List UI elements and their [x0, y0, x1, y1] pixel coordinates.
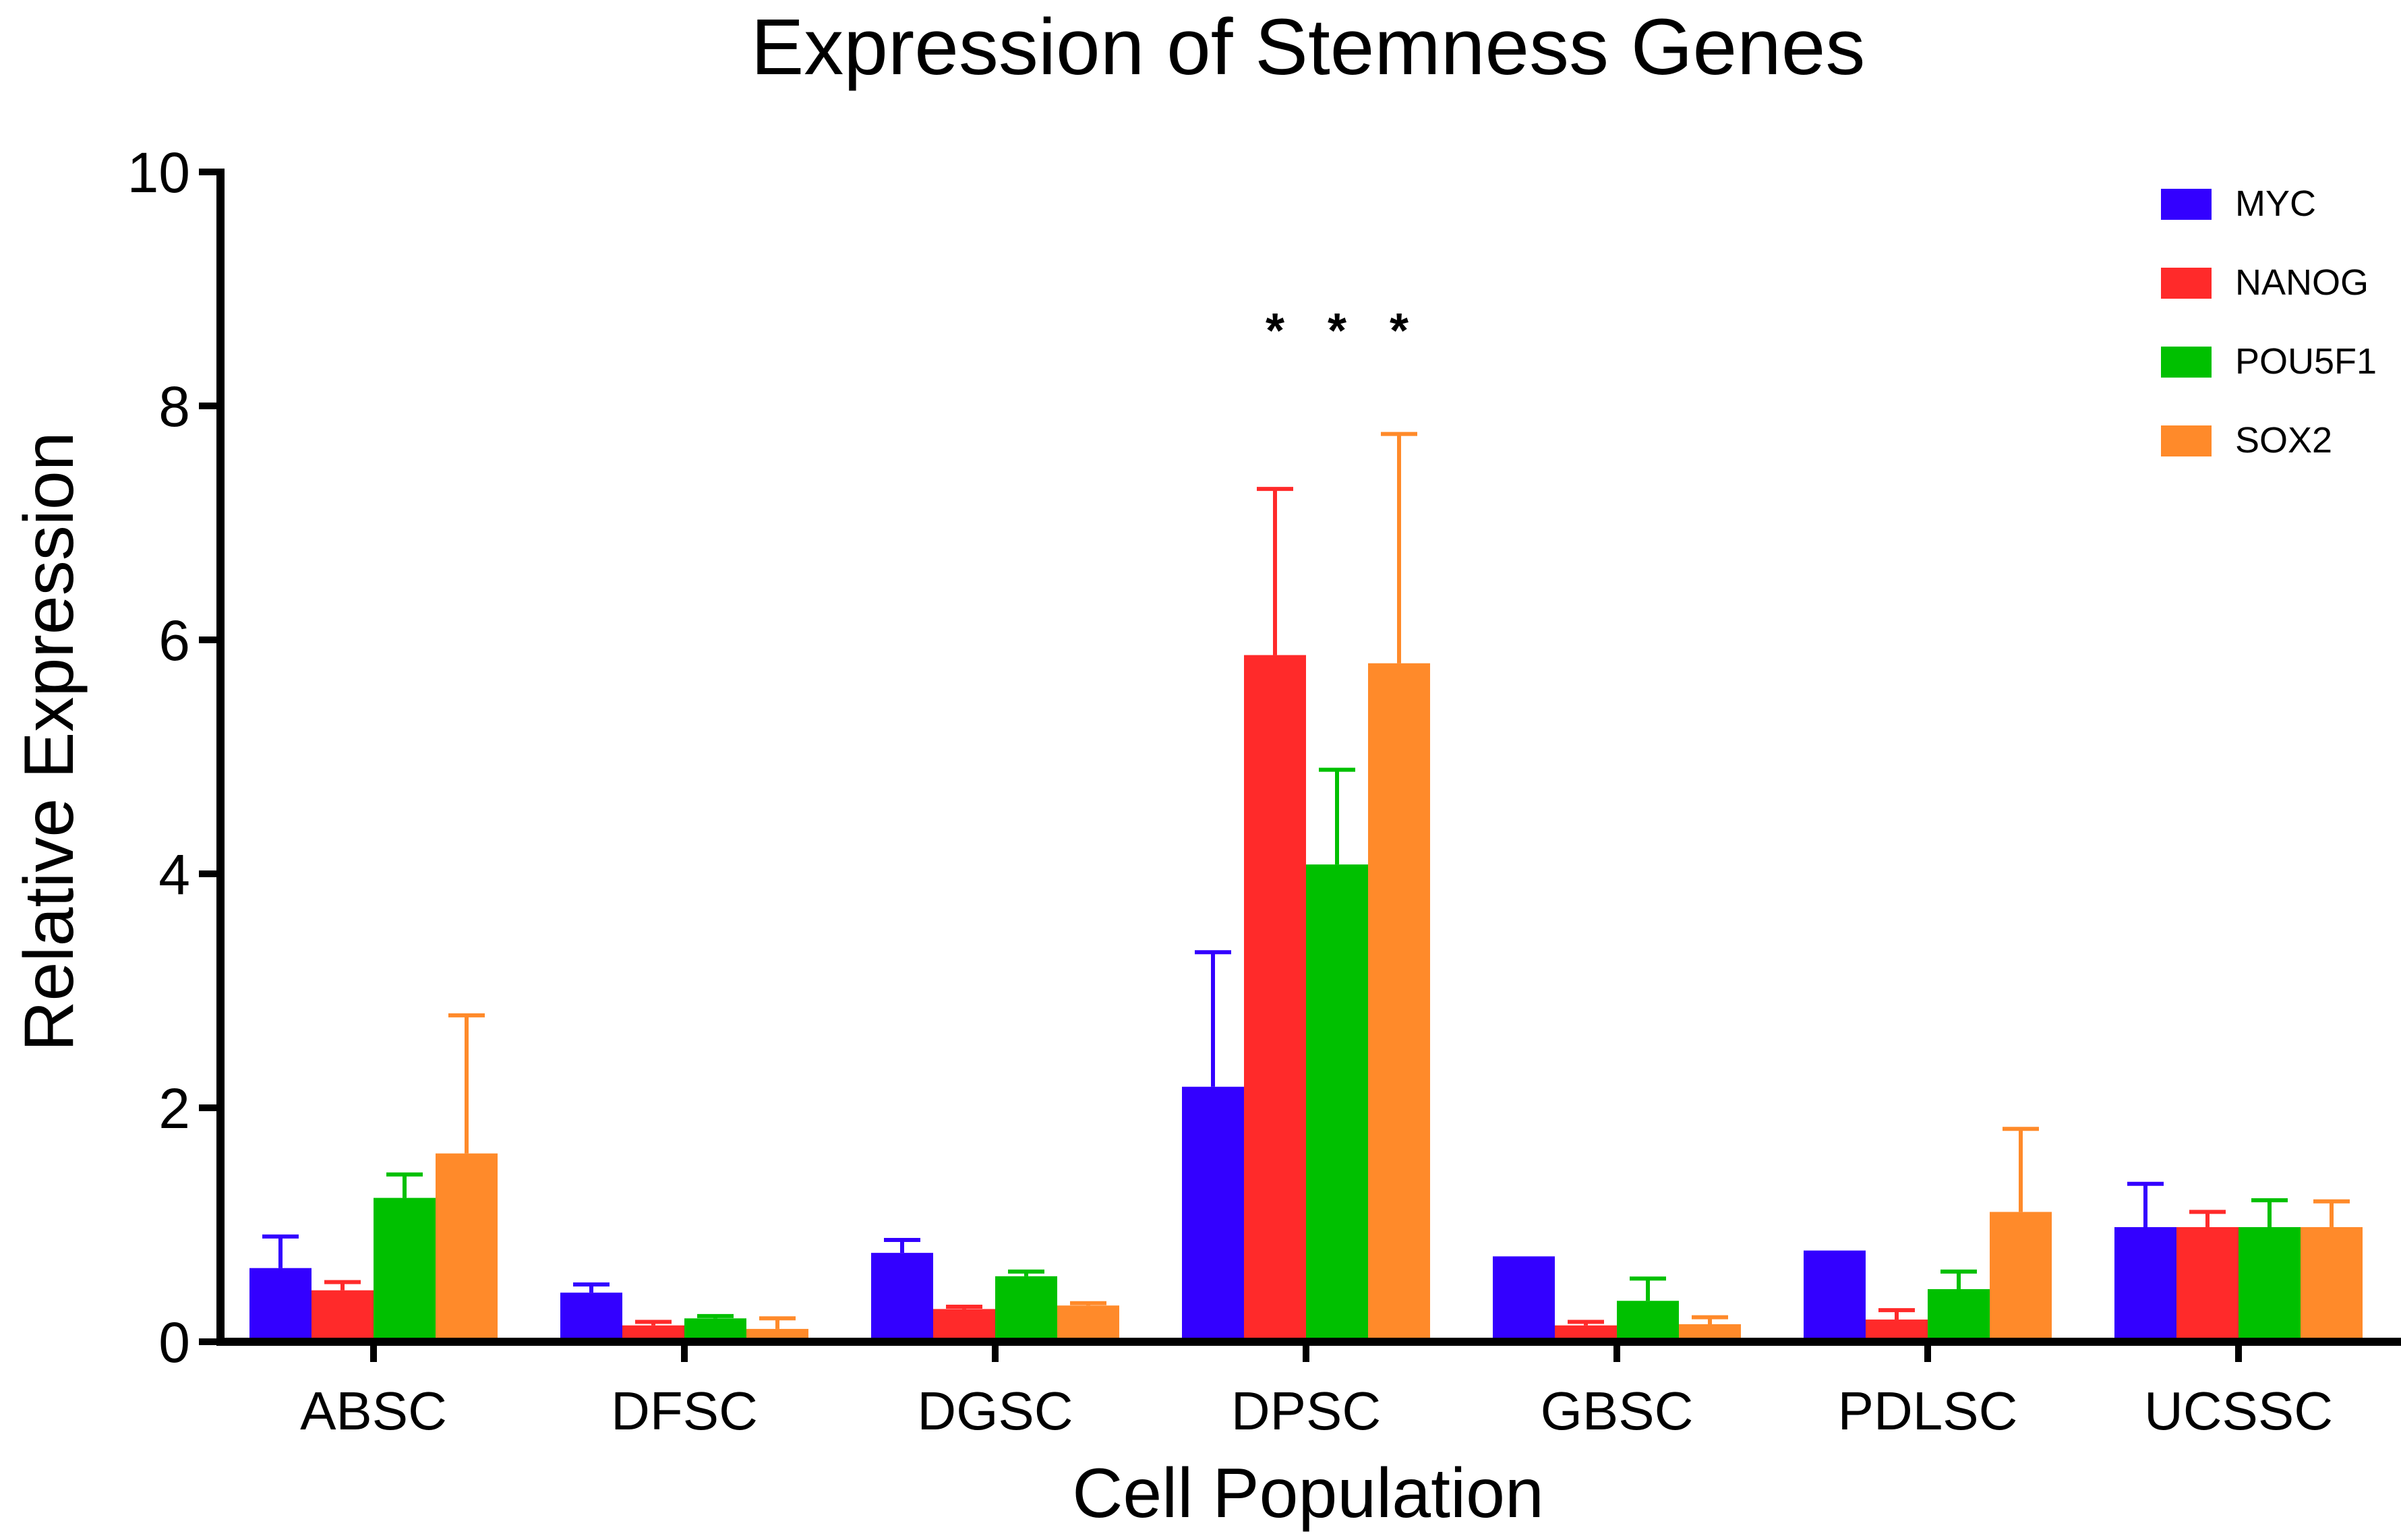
- ticks-layer: ABSC DFSC DGSC DPSC GBSC PDLSC UCSSC 0 2 4 6 8 10: [127, 141, 2333, 1441]
- bar-gbsc-pou5f1: [1617, 1301, 1679, 1342]
- y-tick-label: 10: [127, 141, 190, 204]
- bar-ucssc-myc: [2114, 1226, 2176, 1342]
- bar-dpsc-myc: [1182, 1086, 1244, 1342]
- bar-absc-myc: [249, 1268, 312, 1342]
- y-tick-label: 2: [158, 1077, 190, 1140]
- legend-label-nanog: NANOG: [2235, 262, 2369, 303]
- bar-pdlsc-pou5f1: [1928, 1289, 1990, 1342]
- error-bars-layer: [262, 432, 2350, 1329]
- x-tick-label: DGSC: [917, 1381, 1073, 1441]
- legend-swatch-myc: [2161, 189, 2212, 220]
- legend: MYC NANOG POU5F1 SOX2: [2161, 183, 2377, 461]
- legend-label-myc: MYC: [2235, 183, 2316, 224]
- y-tick-label: 8: [158, 375, 190, 438]
- significance-marker: *: [1266, 304, 1284, 358]
- y-axis-label: Relative Expression: [10, 432, 88, 1051]
- bar-dpsc-nanog: [1244, 655, 1306, 1342]
- bars-layer: [249, 655, 2363, 1342]
- x-tick-label: DPSC: [1231, 1381, 1381, 1441]
- bar-dgsc-nanog: [933, 1309, 995, 1342]
- bar-pdlsc-myc: [1804, 1250, 1866, 1342]
- y-tick-label: 0: [158, 1311, 190, 1374]
- chart-title: Expression of Stemness Genes: [751, 3, 1866, 92]
- bar-dgsc-myc: [871, 1253, 933, 1342]
- bar-dpsc-sox2: [1368, 663, 1430, 1342]
- bar-ucssc-pou5f1: [2239, 1226, 2301, 1342]
- bar-ucssc-sox2: [2301, 1226, 2363, 1342]
- bar-dfsc-myc: [560, 1293, 622, 1342]
- x-tick-label: UCSSC: [2144, 1381, 2333, 1441]
- bar-gbsc-myc: [1493, 1256, 1555, 1342]
- y-tick-label: 4: [158, 843, 190, 906]
- bar-dpsc-pou5f1: [1306, 864, 1368, 1342]
- bar-ucssc-nanog: [2176, 1226, 2239, 1342]
- x-tick-label: DFSC: [611, 1381, 758, 1441]
- y-tick-label: 6: [158, 609, 190, 672]
- legend-swatch-pou5f1: [2161, 347, 2212, 378]
- bar-pdlsc-sox2: [1990, 1212, 2052, 1342]
- x-axis-label: Cell Population: [1072, 1454, 1544, 1533]
- legend-swatch-sox2: [2161, 425, 2212, 456]
- legend-swatch-nanog: [2161, 268, 2212, 299]
- bar-absc-pou5f1: [374, 1197, 436, 1342]
- annotations-layer: * * *: [1266, 304, 1409, 358]
- x-tick-label: PDLSC: [1838, 1381, 2018, 1441]
- significance-marker: *: [1328, 304, 1346, 358]
- x-tick-label: ABSC: [300, 1381, 447, 1441]
- significance-marker: *: [1390, 304, 1409, 358]
- bar-absc-sox2: [436, 1153, 498, 1342]
- legend-label-sox2: SOX2: [2235, 420, 2332, 461]
- x-tick-label: GBSC: [1541, 1381, 1694, 1441]
- bar-dgsc-pou5f1: [995, 1276, 1057, 1342]
- legend-label-pou5f1: POU5F1: [2235, 341, 2377, 382]
- bar-dgsc-sox2: [1057, 1305, 1119, 1342]
- bar-absc-nanog: [312, 1290, 374, 1342]
